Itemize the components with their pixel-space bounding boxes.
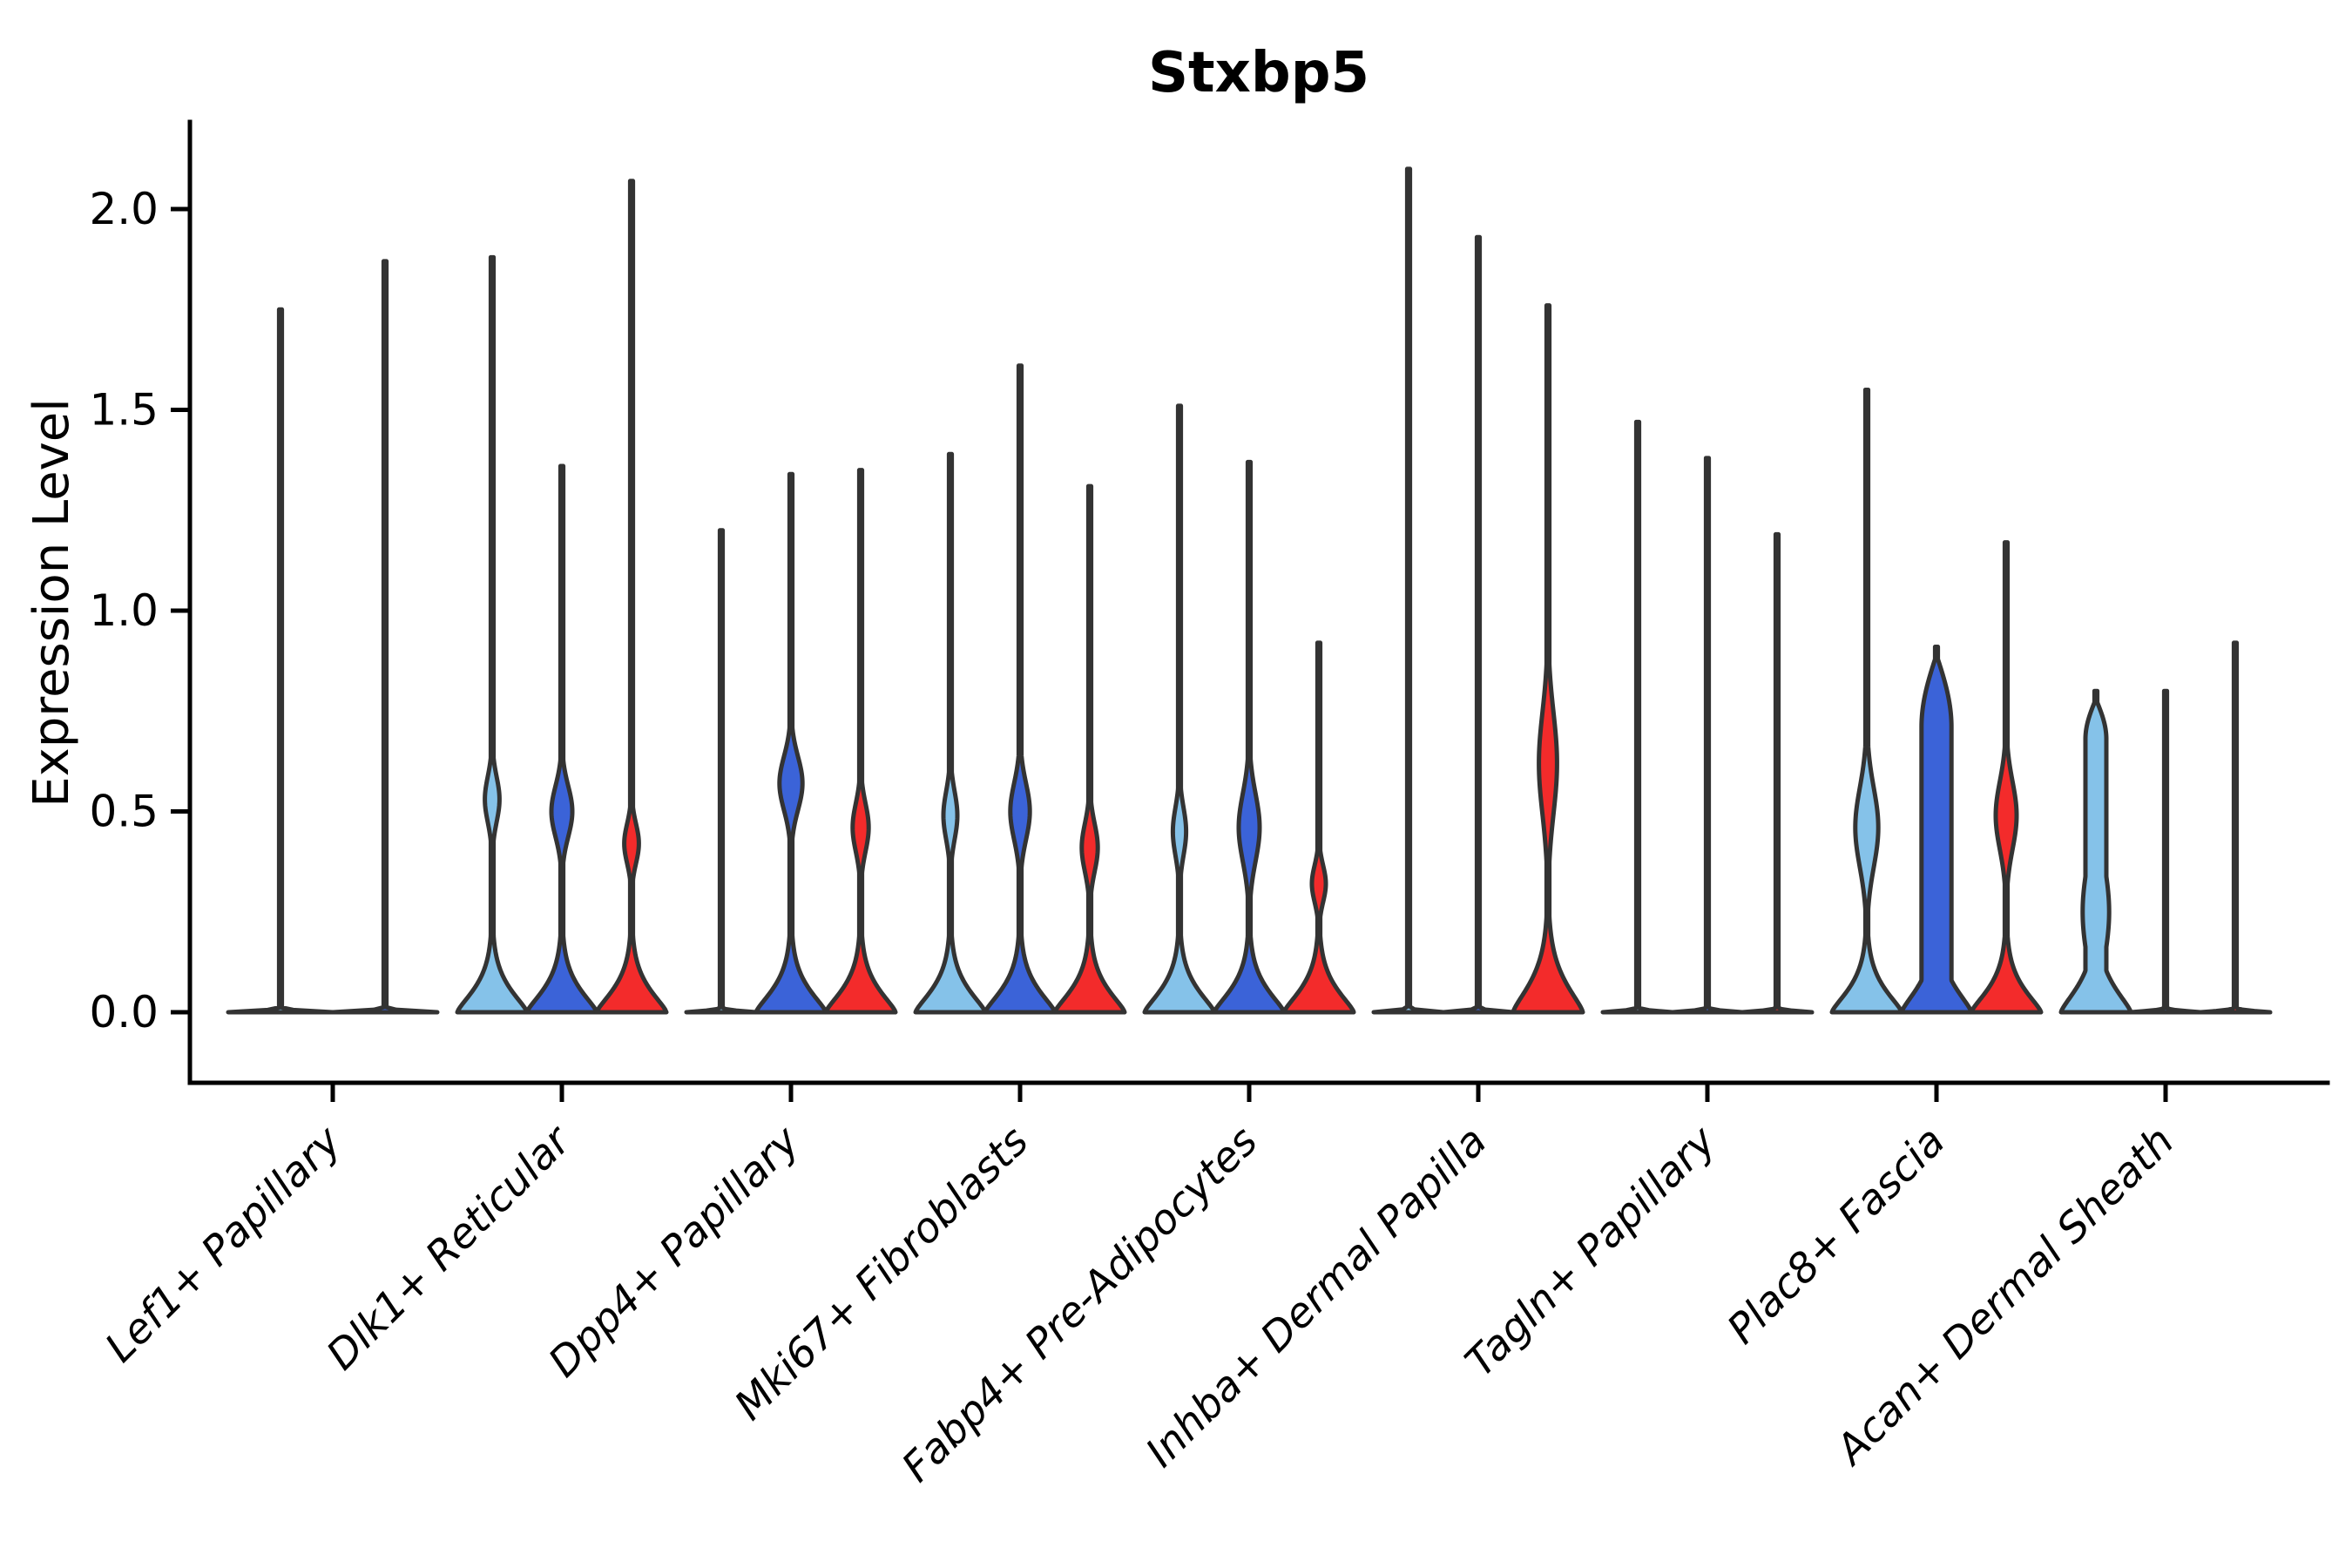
violin-mki67-fibroblasts-split2 [983, 363, 1058, 1015]
x-tick-label: Lef1+ Papillary [96, 1117, 351, 1372]
y-tick-label: 1.0 [89, 585, 159, 636]
y-tick-label: 1.5 [89, 385, 159, 436]
violins-layer [226, 166, 2273, 1015]
violin-tagln-papillary-split2 [1670, 456, 1745, 1015]
violin-acan-dermal-sheath-split2 [2128, 688, 2203, 1015]
y-tick-label: 0.0 [89, 987, 159, 1037]
violin-plac8-fascia-split2 [1899, 644, 1974, 1015]
violin-fabp4-pre-adipocytes-split1 [1142, 403, 1217, 1015]
violin-plac8-fascia-split3 [1969, 540, 2044, 1015]
x-tick-label: Tagln+ Papillary [1456, 1117, 1727, 1387]
y-tick-label: 2.0 [89, 184, 159, 234]
axis-spines [187, 119, 2330, 1085]
violin-lef1-papillary-split2 [330, 259, 440, 1015]
violin-acan-dermal-sheath-split3 [2198, 640, 2273, 1015]
x-tick-label: Plac8+ Fascia [1718, 1118, 1954, 1354]
violin-dlk1-reticular-split1 [455, 254, 530, 1015]
violin-fabp4-pre-adipocytes-split3 [1281, 640, 1356, 1015]
violin-inhba-dermal-papilla-split1 [1371, 166, 1446, 1015]
violin-dpp4-papillary-split1 [684, 528, 759, 1015]
y-axis-label: Expression Level [24, 398, 80, 808]
violin-tagln-papillary-split3 [1740, 531, 1815, 1015]
x-tick-label: Dlk1+ Reticular [318, 1116, 582, 1380]
violin-dpp4-papillary-split2 [754, 471, 828, 1015]
violin-inhba-dermal-papilla-split2 [1441, 234, 1516, 1015]
y-tick-label: 0.5 [89, 787, 159, 837]
x-tick-label: Dpp4+ Papillary [539, 1117, 809, 1387]
violin-mki67-fibroblasts-split1 [913, 451, 988, 1015]
chart-title: Stxbp5 [1148, 41, 1369, 105]
violin-lef1-papillary-split1 [226, 307, 335, 1015]
violin-mki67-fibroblasts-split3 [1052, 483, 1127, 1015]
violin-dpp4-papillary-split3 [823, 468, 898, 1015]
violin-inhba-dermal-papilla-split3 [1511, 303, 1585, 1015]
violin-acan-dermal-sheath-split1 [2058, 688, 2133, 1015]
violin-fabp4-pre-adipocytes-split2 [1212, 459, 1287, 1015]
violin-dlk1-reticular-split2 [524, 463, 599, 1015]
violin-plac8-fascia-split1 [1829, 387, 1904, 1015]
violin-tagln-papillary-split1 [1600, 419, 1675, 1015]
violin-dlk1-reticular-split3 [594, 179, 669, 1015]
